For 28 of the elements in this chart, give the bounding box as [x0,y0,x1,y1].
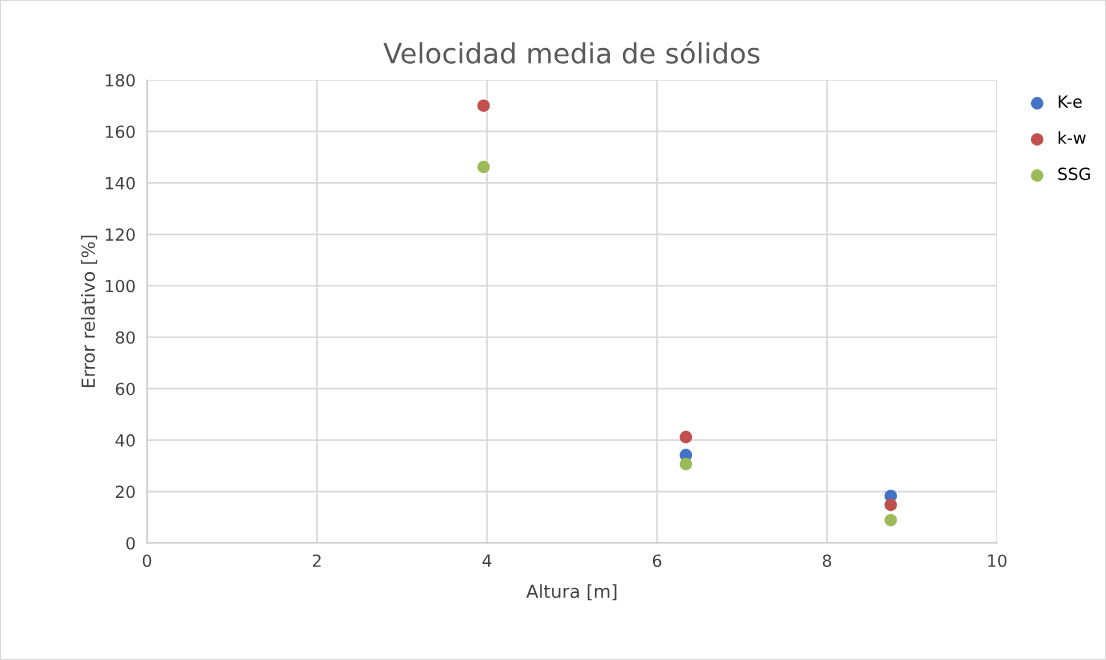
point [884,498,897,512]
y-tick-label: 80 [115,331,135,344]
point [679,457,693,471]
x-tick-label: 6 [652,554,662,568]
y-tick-label: 180 [105,73,135,87]
point [679,430,693,444]
legend-label: K-e [1058,95,1082,108]
y-tick-label: 0 [126,536,135,550]
y-tick-label: 140 [105,176,135,190]
x-tick-label: 4 [482,554,492,567]
x-tick-label: 8 [822,554,832,568]
y-tick-label: 100 [105,279,135,293]
x-tick-label: 10 [988,554,1007,568]
legend-label: SSG [1058,167,1090,181]
x-axis-title: Altura [m] [526,584,617,601]
x-tick-label: 2 [312,554,321,567]
y-axis-title: Error relativo [%] [81,235,98,388]
y-tick-label: 20 [115,485,135,499]
x-tick-label: 0 [142,554,152,568]
y-tick-label: 120 [105,228,135,241]
point [477,160,490,174]
y-tick-label: 40 [115,434,135,447]
y-tick-label: 60 [115,382,135,396]
legend-label: k-w [1058,131,1086,144]
chart-title: Velocidad media de sólidos [383,41,760,64]
y-tick-label: 160 [105,125,135,139]
point [477,99,490,112]
point [884,513,897,527]
